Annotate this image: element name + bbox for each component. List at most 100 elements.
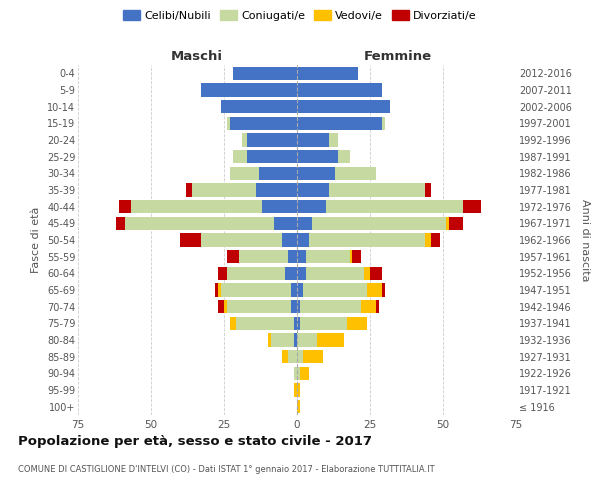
Bar <box>297 234 308 246</box>
Y-axis label: Anni di nascita: Anni di nascita <box>580 198 590 281</box>
Bar <box>297 166 335 180</box>
Bar <box>283 350 288 364</box>
Bar <box>297 116 382 130</box>
Bar <box>364 266 370 280</box>
Bar <box>131 200 262 213</box>
Bar <box>236 316 294 330</box>
Bar <box>352 250 361 264</box>
Text: Popolazione per età, sesso e stato civile - 2017: Popolazione per età, sesso e stato civil… <box>18 435 372 448</box>
Bar <box>224 300 227 314</box>
Bar <box>262 200 297 213</box>
Bar <box>335 166 376 180</box>
Bar <box>300 300 361 314</box>
Bar <box>297 150 338 164</box>
Bar <box>294 366 297 380</box>
Bar <box>303 284 367 296</box>
Bar <box>297 134 329 146</box>
Text: COMUNE DI CASTIGLIONE D'INTELVI (CO) - Dati ISTAT 1° gennaio 2017 - Elaborazione: COMUNE DI CASTIGLIONE D'INTELVI (CO) - D… <box>18 465 434 474</box>
Bar <box>425 184 431 196</box>
Bar <box>297 216 311 230</box>
Bar <box>297 366 300 380</box>
Bar <box>297 316 300 330</box>
Bar <box>329 134 338 146</box>
Bar <box>297 66 358 80</box>
Bar <box>200 84 297 96</box>
Bar <box>300 366 308 380</box>
Bar <box>297 334 317 346</box>
Bar <box>242 134 247 146</box>
Bar <box>449 216 463 230</box>
Bar <box>376 300 379 314</box>
Bar <box>247 134 297 146</box>
Bar <box>306 250 350 264</box>
Bar <box>227 116 230 130</box>
Bar <box>297 200 326 213</box>
Bar <box>291 284 297 296</box>
Bar <box>215 284 218 296</box>
Bar <box>218 284 221 296</box>
Bar <box>382 116 385 130</box>
Text: Femmine: Femmine <box>364 50 432 62</box>
Text: Maschi: Maschi <box>170 50 222 62</box>
Bar <box>294 384 297 396</box>
Bar <box>247 150 297 164</box>
Bar <box>186 184 192 196</box>
Bar <box>431 234 440 246</box>
Bar <box>256 184 297 196</box>
Bar <box>338 150 350 164</box>
Bar <box>200 234 283 246</box>
Bar <box>463 200 481 213</box>
Bar <box>239 250 288 264</box>
Bar <box>294 316 297 330</box>
Bar <box>297 384 300 396</box>
Bar <box>288 350 297 364</box>
Bar <box>288 250 297 264</box>
Bar <box>230 316 236 330</box>
Bar <box>116 216 125 230</box>
Bar <box>283 234 297 246</box>
Bar <box>425 234 431 246</box>
Bar <box>297 300 300 314</box>
Bar <box>291 300 297 314</box>
Bar <box>119 200 131 213</box>
Bar <box>218 266 227 280</box>
Bar <box>230 116 297 130</box>
Bar <box>297 350 303 364</box>
Bar <box>370 266 382 280</box>
Bar <box>347 316 367 330</box>
Bar <box>317 334 344 346</box>
Bar <box>294 334 297 346</box>
Bar <box>286 266 297 280</box>
Bar <box>259 166 297 180</box>
Bar <box>221 284 291 296</box>
Bar <box>227 300 291 314</box>
Bar <box>221 100 297 114</box>
Bar <box>300 316 347 330</box>
Bar <box>297 100 391 114</box>
Bar <box>180 234 200 246</box>
Bar <box>306 266 364 280</box>
Bar <box>446 216 449 230</box>
Legend: Celibi/Nubili, Coniugati/e, Vedovi/e, Divorziati/e: Celibi/Nubili, Coniugati/e, Vedovi/e, Di… <box>119 6 481 25</box>
Bar <box>218 300 224 314</box>
Bar <box>125 216 274 230</box>
Bar <box>297 284 303 296</box>
Bar <box>329 184 425 196</box>
Bar <box>326 200 463 213</box>
Bar <box>268 334 271 346</box>
Bar <box>230 166 259 180</box>
Y-axis label: Fasce di età: Fasce di età <box>31 207 41 273</box>
Bar <box>227 250 239 264</box>
Bar <box>233 150 247 164</box>
Bar <box>297 266 306 280</box>
Bar <box>297 184 329 196</box>
Bar <box>350 250 352 264</box>
Bar <box>297 84 382 96</box>
Bar <box>271 334 294 346</box>
Bar <box>382 284 385 296</box>
Bar <box>367 284 382 296</box>
Bar <box>297 400 300 413</box>
Bar <box>303 350 323 364</box>
Bar <box>361 300 376 314</box>
Bar <box>227 266 286 280</box>
